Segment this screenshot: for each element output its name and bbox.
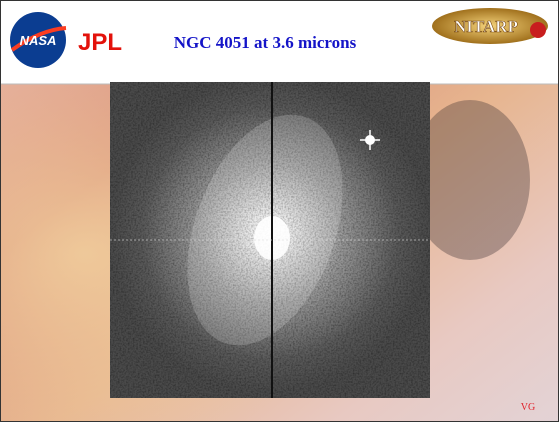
slide-title: NGC 4051 at 3.6 microns [174,33,357,52]
nitarp-text: NITARP [454,17,518,36]
slide: NASA JPL NGC 4051 at 3.6 microns NITARP … [0,0,559,422]
galaxy-image [110,82,430,398]
page: NASA JPL NGC 4051 at 3.6 microns NITARP … [0,0,559,422]
nasa-text: NASA [20,33,57,48]
footer-initials: VG [521,402,535,413]
nitarp-apple [530,22,546,38]
jpl-logo: JPL [78,29,122,56]
